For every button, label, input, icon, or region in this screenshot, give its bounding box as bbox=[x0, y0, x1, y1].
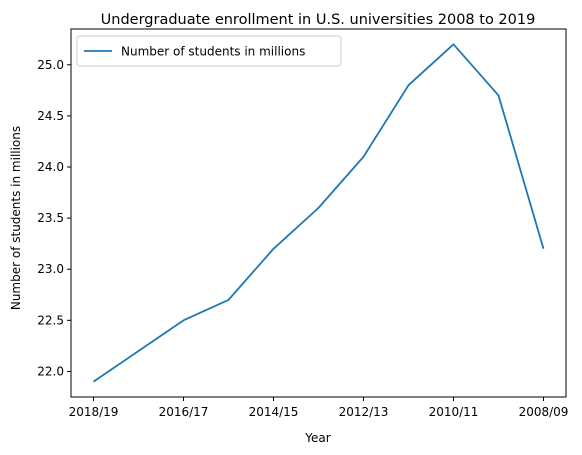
plot-frame bbox=[70, 28, 567, 398]
x-tick-label: 2014/15 bbox=[249, 405, 299, 419]
x-tick-label: 2010/11 bbox=[429, 405, 479, 419]
series-line bbox=[92, 43, 545, 383]
y-tick-label: 22.5 bbox=[37, 313, 64, 327]
y-axis-title: Number of students in millions bbox=[9, 126, 23, 310]
x-tick-label: 2016/17 bbox=[159, 405, 209, 419]
y-tick-label: 23.5 bbox=[37, 211, 64, 225]
y-tick-label: 23.0 bbox=[37, 262, 64, 276]
y-axis: 22.0 22.5 23.0 23.5 24.0 24.5 25.0 bbox=[37, 58, 71, 378]
chart-title: Undergraduate enrollment in U.S. univers… bbox=[101, 12, 536, 28]
legend-box bbox=[76, 35, 342, 67]
y-tick-label: 24.0 bbox=[37, 160, 64, 174]
x-tick-label: 2012/13 bbox=[339, 405, 389, 419]
x-tick-label: 2018/19 bbox=[69, 405, 119, 419]
y-tick-label: 25.0 bbox=[37, 58, 64, 72]
legend: Number of students in millions bbox=[76, 35, 342, 67]
x-axis: 2018/19 2016/17 2014/15 2012/13 2010/11 2008/… bbox=[69, 397, 569, 419]
plot-area bbox=[92, 43, 545, 383]
x-axis-title: Year bbox=[304, 431, 330, 445]
y-tick-label: 22.0 bbox=[37, 364, 64, 378]
x-tick-label: 2008/09 bbox=[519, 405, 569, 419]
legend-label: Number of students in millions bbox=[121, 45, 305, 59]
y-tick-label: 24.5 bbox=[37, 109, 64, 123]
